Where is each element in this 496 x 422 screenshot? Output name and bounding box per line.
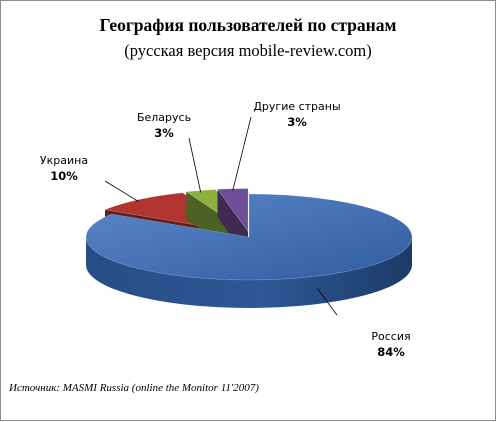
slice-value-4: 3% bbox=[287, 115, 307, 129]
slice-value-2: 10% bbox=[50, 169, 78, 183]
pie-slice-1 bbox=[85, 193, 413, 308]
leader-line-1 bbox=[317, 288, 338, 316]
slice-label-2: Украина bbox=[40, 154, 88, 167]
leader-line-4 bbox=[232, 116, 252, 191]
slice-label-3: Беларусь bbox=[137, 111, 191, 124]
slice-top bbox=[85, 193, 413, 281]
chart-title: География пользователей по странам bbox=[99, 15, 397, 35]
slice-value-1: 84% bbox=[377, 345, 405, 359]
leader-line-2 bbox=[104, 180, 139, 202]
source-note: Источник: MASMI Russia (online the Monit… bbox=[9, 382, 259, 394]
slice-value-3: 3% bbox=[154, 126, 174, 140]
slice-side bbox=[86, 237, 412, 308]
slice-top bbox=[216, 188, 249, 233]
leader-line-3 bbox=[188, 137, 202, 193]
slice-label-1: Россия bbox=[371, 330, 410, 343]
chart-subtitle: (русская версия mobile-review.com) bbox=[124, 41, 372, 60]
slice-label-4: Другие страны bbox=[253, 100, 340, 113]
